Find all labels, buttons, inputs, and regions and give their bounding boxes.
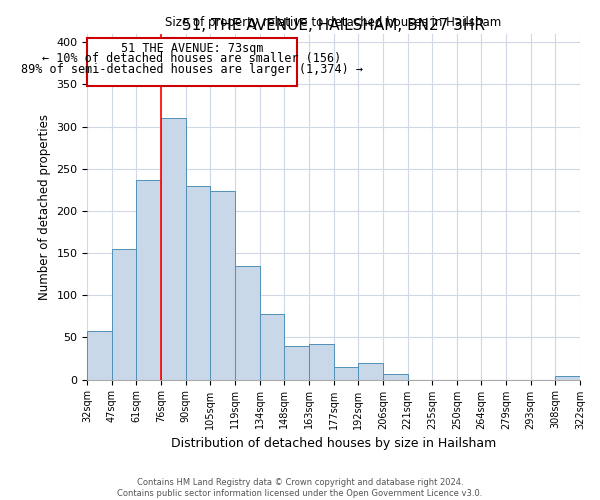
Bar	[112, 249, 136, 380]
Title: 51, THE AVENUE, HAILSHAM, BN27 3HR: 51, THE AVENUE, HAILSHAM, BN27 3HR	[182, 18, 485, 32]
Bar	[556, 376, 580, 380]
Bar	[260, 314, 284, 380]
Bar	[211, 190, 235, 380]
Bar	[87, 332, 112, 380]
Text: 89% of semi-detached houses are larger (1,374) →: 89% of semi-detached houses are larger (…	[21, 64, 363, 76]
Bar	[186, 186, 211, 380]
Bar	[235, 266, 260, 380]
Text: 51 THE AVENUE: 73sqm: 51 THE AVENUE: 73sqm	[121, 42, 263, 55]
Text: Size of property relative to detached houses in Hailsham: Size of property relative to detached ho…	[166, 16, 502, 28]
Bar	[383, 374, 407, 380]
Bar	[309, 344, 334, 380]
Text: Contains HM Land Registry data © Crown copyright and database right 2024.
Contai: Contains HM Land Registry data © Crown c…	[118, 478, 482, 498]
X-axis label: Distribution of detached houses by size in Hailsham: Distribution of detached houses by size …	[171, 437, 496, 450]
FancyBboxPatch shape	[87, 38, 296, 86]
Text: ← 10% of detached houses are smaller (156): ← 10% of detached houses are smaller (15…	[42, 52, 341, 66]
Bar	[284, 346, 309, 380]
Bar	[161, 118, 186, 380]
Bar	[136, 180, 161, 380]
Y-axis label: Number of detached properties: Number of detached properties	[38, 114, 51, 300]
Bar	[358, 362, 383, 380]
Bar	[334, 367, 358, 380]
